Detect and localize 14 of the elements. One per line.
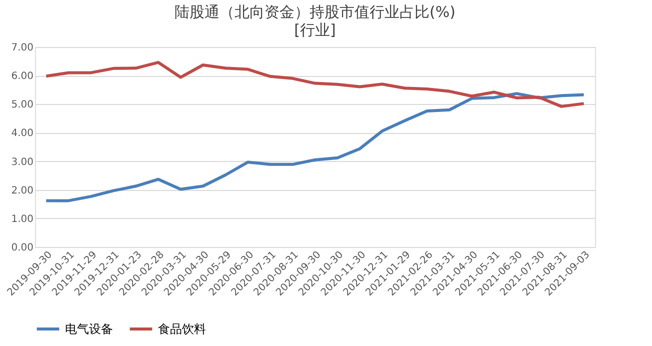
y-tick-label: 1.00 <box>11 214 34 225</box>
y-tick-label: 3.00 <box>11 156 34 168</box>
y-tick-label: 0.00 <box>11 242 34 254</box>
legend-label: 电气设备 <box>65 322 113 336</box>
legend-label: 食品饮料 <box>158 322 206 336</box>
y-tick-label: 7.00 <box>11 42 34 54</box>
chart-subtitle: [行业] <box>294 21 336 39</box>
y-tick-label: 6.00 <box>11 71 34 82</box>
y-tick-label: 2.00 <box>11 185 34 196</box>
chart-title: 陆股通（北向资金）持股市值行业占比(%) <box>174 3 456 21</box>
y-tick-label: 4.00 <box>11 128 34 140</box>
y-tick-label: 5.00 <box>11 100 34 111</box>
line-series <box>44 92 586 202</box>
line-series <box>44 60 586 108</box>
